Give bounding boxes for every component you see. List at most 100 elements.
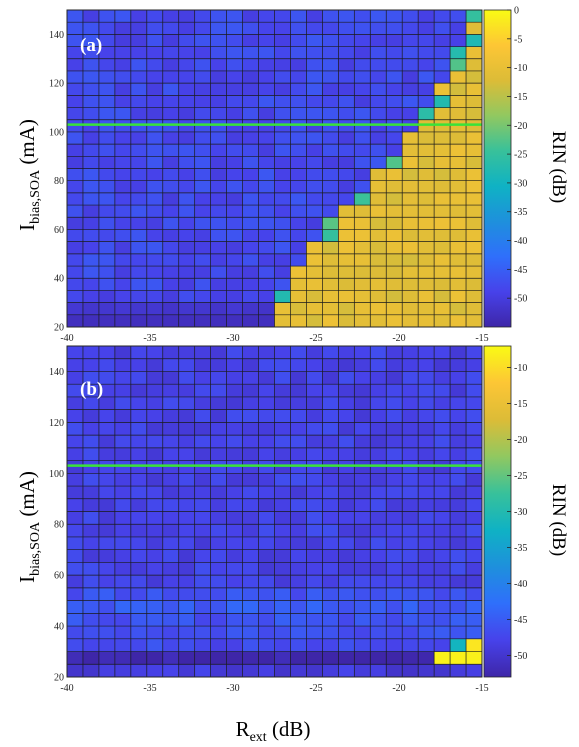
heatmap-cell: [418, 358, 435, 372]
heatmap-cell: [162, 435, 180, 449]
heatmap-cell: [466, 549, 483, 563]
heatmap-cell: [130, 346, 148, 360]
heatmap-cell: [354, 422, 371, 436]
heatmap-cell: [242, 131, 259, 145]
heatmap-cell: [82, 613, 100, 627]
y-tick-label: 120: [49, 79, 64, 90]
heatmap-cell: [226, 524, 243, 538]
heatmap-cell: [290, 435, 307, 449]
heatmap-cell: [338, 498, 355, 512]
heatmap-cell: [466, 241, 483, 255]
heatmap-cell: [274, 192, 291, 206]
heatmap-cell: [418, 278, 435, 291]
heatmap-cell: [178, 587, 195, 601]
heatmap-cell: [306, 131, 323, 145]
heatmap-cell: [402, 46, 419, 60]
heatmap-cell: [290, 498, 307, 512]
heatmap-cell: [338, 575, 355, 589]
heatmap-cell: [402, 168, 419, 181]
heatmap-cell: [67, 613, 84, 627]
heatmap-cell: [450, 241, 467, 255]
heatmap-cell: [354, 180, 371, 194]
heatmap-cell: [466, 422, 483, 436]
heatmap-cell: [98, 217, 116, 230]
heatmap-cell: [402, 58, 419, 72]
heatmap-cell: [258, 384, 275, 398]
heatmap-cell: [178, 205, 195, 218]
heatmap-cell: [418, 651, 435, 665]
heatmap-cell: [146, 549, 164, 563]
heatmap-cell: [226, 278, 243, 291]
heatmap-cell: [450, 278, 467, 291]
heatmap-cell: [290, 156, 307, 169]
heatmap-cell: [338, 473, 355, 487]
heatmap-cell: [242, 473, 259, 487]
heatmap-cell: [450, 144, 467, 157]
heatmap-cell: [322, 144, 339, 157]
heatmap-cell: [194, 10, 211, 23]
heatmap-cell: [450, 83, 467, 96]
heatmap-cell: [130, 253, 148, 267]
heatmap-cell: [354, 626, 371, 640]
heatmap-cell: [82, 626, 100, 640]
heatmap-cell: [418, 95, 435, 108]
heatmap-cell: [114, 626, 132, 640]
heatmap-cell: [178, 229, 195, 242]
heatmap-cell: [274, 70, 291, 84]
heatmap-cell: [322, 486, 339, 500]
heatmap-cell: [322, 371, 339, 385]
heatmap-cell: [306, 302, 323, 316]
heatmap-cell: [386, 10, 403, 23]
heatmap-cell: [322, 511, 339, 525]
heatmap-cell: [162, 486, 180, 500]
heatmap-cell: [258, 205, 275, 218]
heatmap-cell: [386, 83, 403, 96]
heatmap-cell: [354, 498, 371, 512]
heatmap-cell: [114, 613, 132, 627]
heatmap-cell: [338, 664, 355, 678]
heatmap-cell: [434, 396, 451, 410]
heatmap-cell: [82, 422, 100, 436]
heatmap-cell: [370, 70, 387, 84]
heatmap-cell: [67, 241, 84, 255]
heatmap-cell: [450, 600, 467, 614]
heatmap-cell: [67, 83, 84, 96]
heatmap-cell: [370, 396, 387, 410]
heatmap-cell: [226, 562, 243, 576]
heatmap-cell: [130, 664, 148, 678]
heatmap-cell: [354, 651, 371, 665]
heatmap-cell: [210, 600, 227, 614]
heatmap-cell: [98, 192, 116, 206]
heatmap-cell: [338, 600, 355, 614]
heatmap-cell: [67, 460, 84, 474]
heatmap-cell: [290, 562, 307, 576]
heatmap-cell: [258, 651, 275, 665]
heatmap-cell: [226, 34, 243, 47]
heatmap-cell: [338, 156, 355, 169]
heatmap-cell: [450, 435, 467, 449]
heatmap-cell: [322, 131, 339, 145]
heatmap-cell: [434, 562, 451, 576]
heatmap-cell: [418, 229, 435, 242]
heatmap-cell: [322, 473, 339, 487]
heatmap-cell: [258, 278, 275, 291]
heatmap-cell: [274, 473, 291, 487]
heatmap-cell: [338, 168, 355, 181]
heatmap-cell: [434, 156, 451, 169]
heatmap-cell: [434, 253, 451, 267]
heatmap-cell: [322, 70, 339, 84]
heatmap-cell: [434, 435, 451, 449]
heatmap-cell: [322, 435, 339, 449]
heatmap-cell: [402, 384, 419, 398]
heatmap-cell: [210, 95, 227, 108]
heatmap-cell: [434, 613, 451, 627]
heatmap-panel-b: -40 -35 -30 -25 -20 -15 20 40 60 80 100 120 140 (b)…: [15, 345, 569, 745]
heatmap-cell: [466, 131, 483, 145]
heatmap-cell: [450, 651, 467, 665]
heatmap-cell: [210, 613, 227, 627]
heatmap-cell: [114, 266, 132, 279]
heatmap-cell: [242, 549, 259, 563]
heatmap-cell: [130, 10, 148, 23]
heatmap-cell: [338, 180, 355, 194]
heatmap-cell: [434, 83, 451, 96]
